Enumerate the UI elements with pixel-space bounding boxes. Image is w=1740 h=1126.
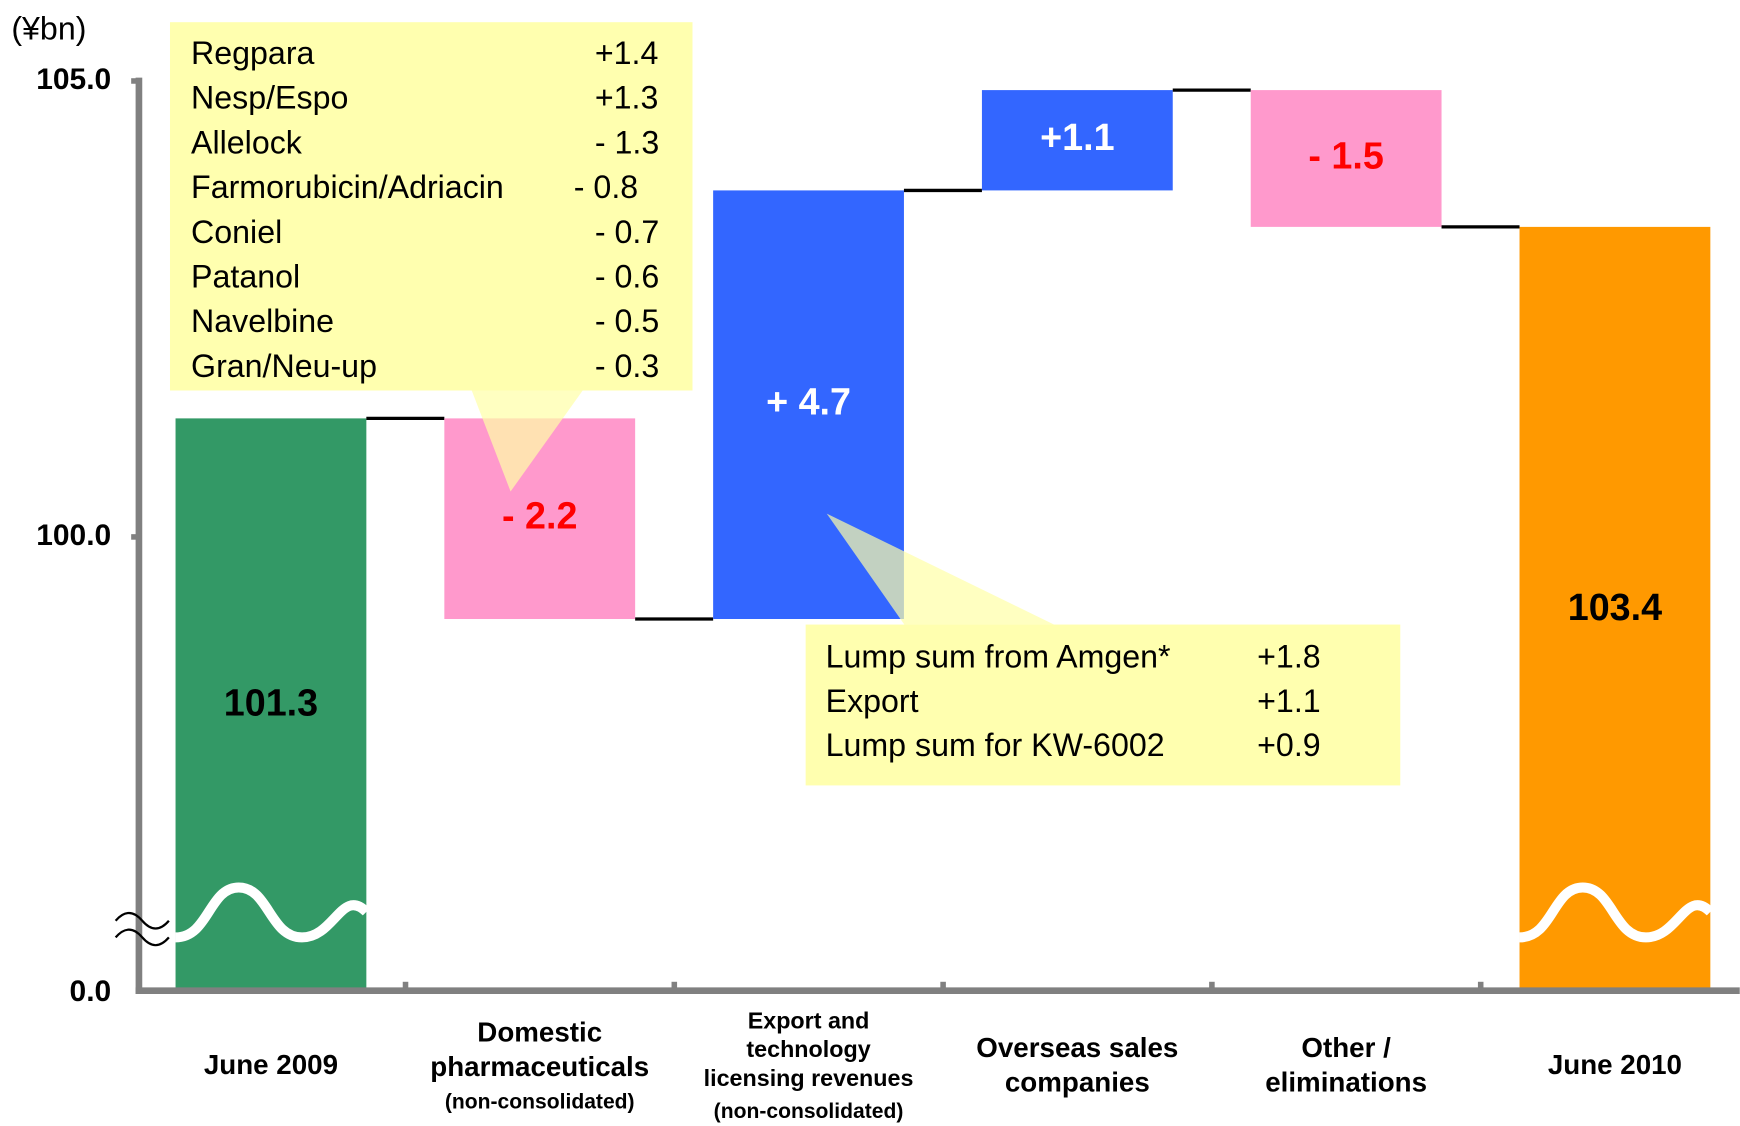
callout-value: - 0.3 <box>595 348 659 384</box>
value-label: +1.1 <box>1040 116 1114 158</box>
category-note: (non-consolidated) <box>444 1090 635 1115</box>
axis-break <box>114 911 170 930</box>
break-wave <box>174 882 370 943</box>
category-text: Export and technology licensing revenues <box>703 1008 914 1092</box>
bar <box>175 418 367 993</box>
category-text: Other / eliminations <box>1265 1032 1428 1099</box>
bar <box>1519 226 1711 993</box>
callout-value: +1.4 <box>595 35 658 71</box>
axis-break <box>114 928 170 947</box>
value-label: + 4.7 <box>766 381 851 423</box>
y-tick-label: 100.0 <box>36 519 111 552</box>
callout-value: - 0.6 <box>595 259 659 295</box>
callout-value: - 0.8 <box>574 169 638 205</box>
bar <box>981 90 1173 191</box>
category-text: Overseas sales companies <box>976 1032 1179 1099</box>
callout-value: - 1.3 <box>595 124 659 160</box>
category-text: June 2010 <box>1547 1049 1682 1081</box>
x-tick-label: Other / eliminations <box>1202 1004 1490 1126</box>
callout-name: Allelock <box>191 124 303 160</box>
callout-name: Farmorubicin/Adriacin <box>191 169 504 205</box>
x-tick-label: Overseas sales companies <box>933 1004 1221 1126</box>
category-note: (non-consolidated) <box>713 1099 904 1124</box>
x-category: Overseas sales companies <box>933 1004 1221 1126</box>
value-label: 101.3 <box>224 682 318 724</box>
callout-name: Lump sum for KW-6002 <box>826 727 1165 763</box>
callout-name: Gran/Neu-up <box>191 348 377 384</box>
x-category: Other / eliminations <box>1202 1004 1490 1126</box>
x-category: June 2010 <box>1471 1004 1740 1126</box>
callout-value: +1.1 <box>1257 683 1320 719</box>
value-label: - 2.2 <box>502 495 577 537</box>
y-tick-label: 0.0 <box>70 975 112 1008</box>
callout-name: Regpara <box>191 35 314 71</box>
callout-name: Export <box>826 683 919 719</box>
callout-value: +0.9 <box>1257 727 1320 763</box>
callout-value: +1.3 <box>595 80 658 116</box>
x-tick-label: Domestic pharmaceuticals (non-consolidate… <box>396 1004 684 1126</box>
x-tick-label: June 2009 <box>127 1004 415 1126</box>
value-label: - 1.5 <box>1308 134 1383 176</box>
value-label: 103.4 <box>1568 586 1662 628</box>
break-wave <box>1518 882 1714 943</box>
callout-name: Navelbine <box>191 303 334 339</box>
x-category: Export and technology licensing revenues… <box>664 1004 952 1126</box>
bar <box>1250 90 1442 227</box>
y-tick-label: 105.0 <box>36 63 111 96</box>
callout-name: Lump sum from Amgen* <box>826 638 1171 674</box>
y-unit: (¥bn) <box>11 11 86 47</box>
x-category: Domestic pharmaceuticals (non-consolidate… <box>396 1004 684 1126</box>
category-text: June 2009 <box>203 1049 339 1081</box>
callout-name: Coniel <box>191 214 282 250</box>
x-tick-label: June 2010 <box>1471 1004 1740 1126</box>
callout-name: Patanol <box>191 259 300 295</box>
callout-value: +1.8 <box>1257 638 1320 674</box>
bar <box>444 418 636 620</box>
callout-pointer <box>471 390 583 492</box>
callout-value: - 0.5 <box>595 303 659 339</box>
callout-box <box>169 22 693 391</box>
callout-box <box>805 624 1401 786</box>
category-text: Domestic pharmaceuticals <box>430 1017 650 1083</box>
x-category: June 2009 <box>127 1004 415 1126</box>
x-tick-label: Export and technology licensing revenues… <box>664 1004 952 1126</box>
callout-value: - 0.7 <box>595 214 659 250</box>
callout-name: Nesp/Espo <box>191 80 348 116</box>
